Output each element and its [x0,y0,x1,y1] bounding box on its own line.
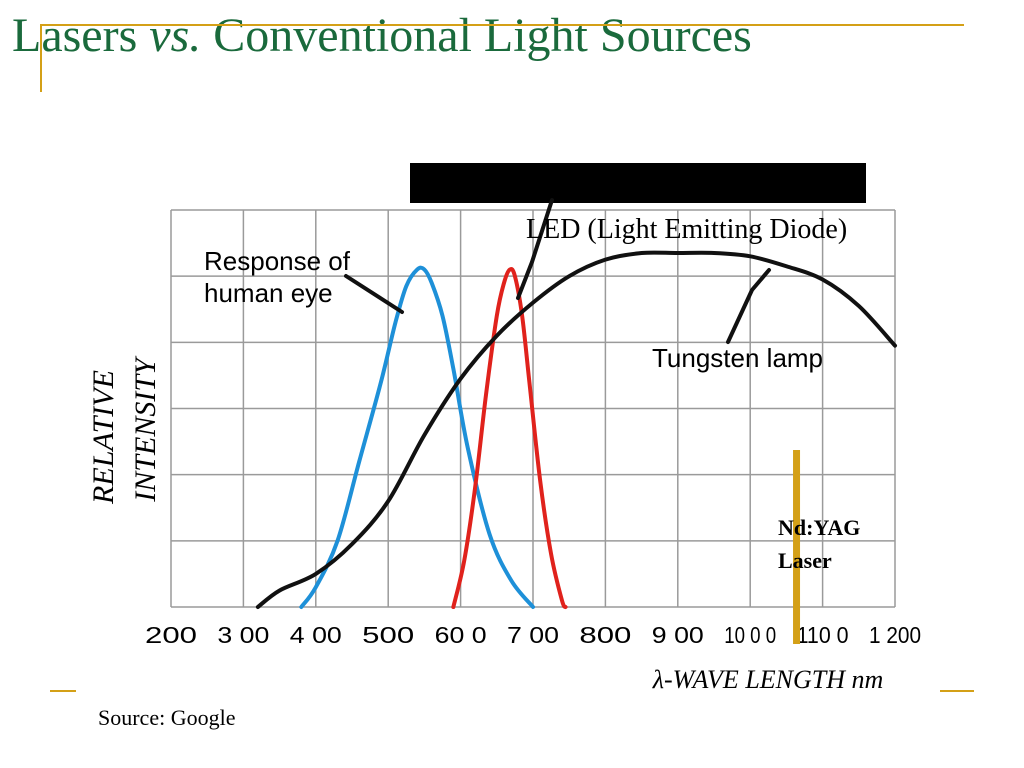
x-tick-label-3: 500 [362,622,414,648]
title-part-2: Conventional Light Sources [201,9,752,62]
annotation-laser-line-2: Laser [778,548,832,573]
x-tick-label-10: 1 200 [869,622,921,648]
x-axis-label: λ-WAVE LENGTH nm [652,665,884,694]
x-tick-label-1: 3 00 [217,622,269,648]
x-tick-label-8: 10 0 0 [724,622,776,648]
nd-yag-laser-marker [793,450,801,644]
pointer-led [516,198,554,300]
pointer-tungsten [726,268,771,344]
y-axis-label-line-1: RELATIVE [87,370,120,505]
footer-rule-left [50,690,76,692]
x-tick-label-0: 200 [145,622,197,648]
chart-series [255,250,897,609]
slide-title: Lasers vs. Conventional Light Sources [12,9,752,63]
y-axis-label-line-2: INTENSITY [129,355,162,503]
annotation-tungsten: Tungsten lamp [652,343,823,373]
x-tick-label-5: 7 00 [507,622,559,648]
x-tick-label-7: 9 00 [652,622,704,648]
annotation-eye-line-2: human eye [204,278,333,308]
pointer-eye [344,274,404,314]
title-italic: vs. [149,9,202,62]
x-tick-labels: 200 3 00 4 00 500 60 0 7 00 800 9 00 10 0 0 110 0… [145,622,921,648]
footer-rule-right [940,690,974,692]
tungsten-lamp-curve [255,250,897,609]
title-part-1: Lasers [12,9,150,62]
title-rule-vertical [40,24,42,92]
x-tick-label-4: 60 0 [435,622,487,648]
title-rule-horizontal [40,24,964,26]
x-tick-label-9: 110 0 [797,622,849,648]
annotation-laser-line-1: Nd:YAG [778,515,860,540]
redaction-bar [410,163,866,203]
source-caption: Source: Google [98,705,236,730]
x-tick-label-2: 4 00 [290,622,342,648]
annotation-pointers [344,198,771,344]
annotation-led: LED (Light Emitting Diode) [526,214,847,245]
annotation-eye-line-1: Response of [204,246,351,276]
led-curve [451,267,568,609]
x-tick-label-6: 800 [579,622,631,648]
human-eye-response-curve [299,265,535,609]
